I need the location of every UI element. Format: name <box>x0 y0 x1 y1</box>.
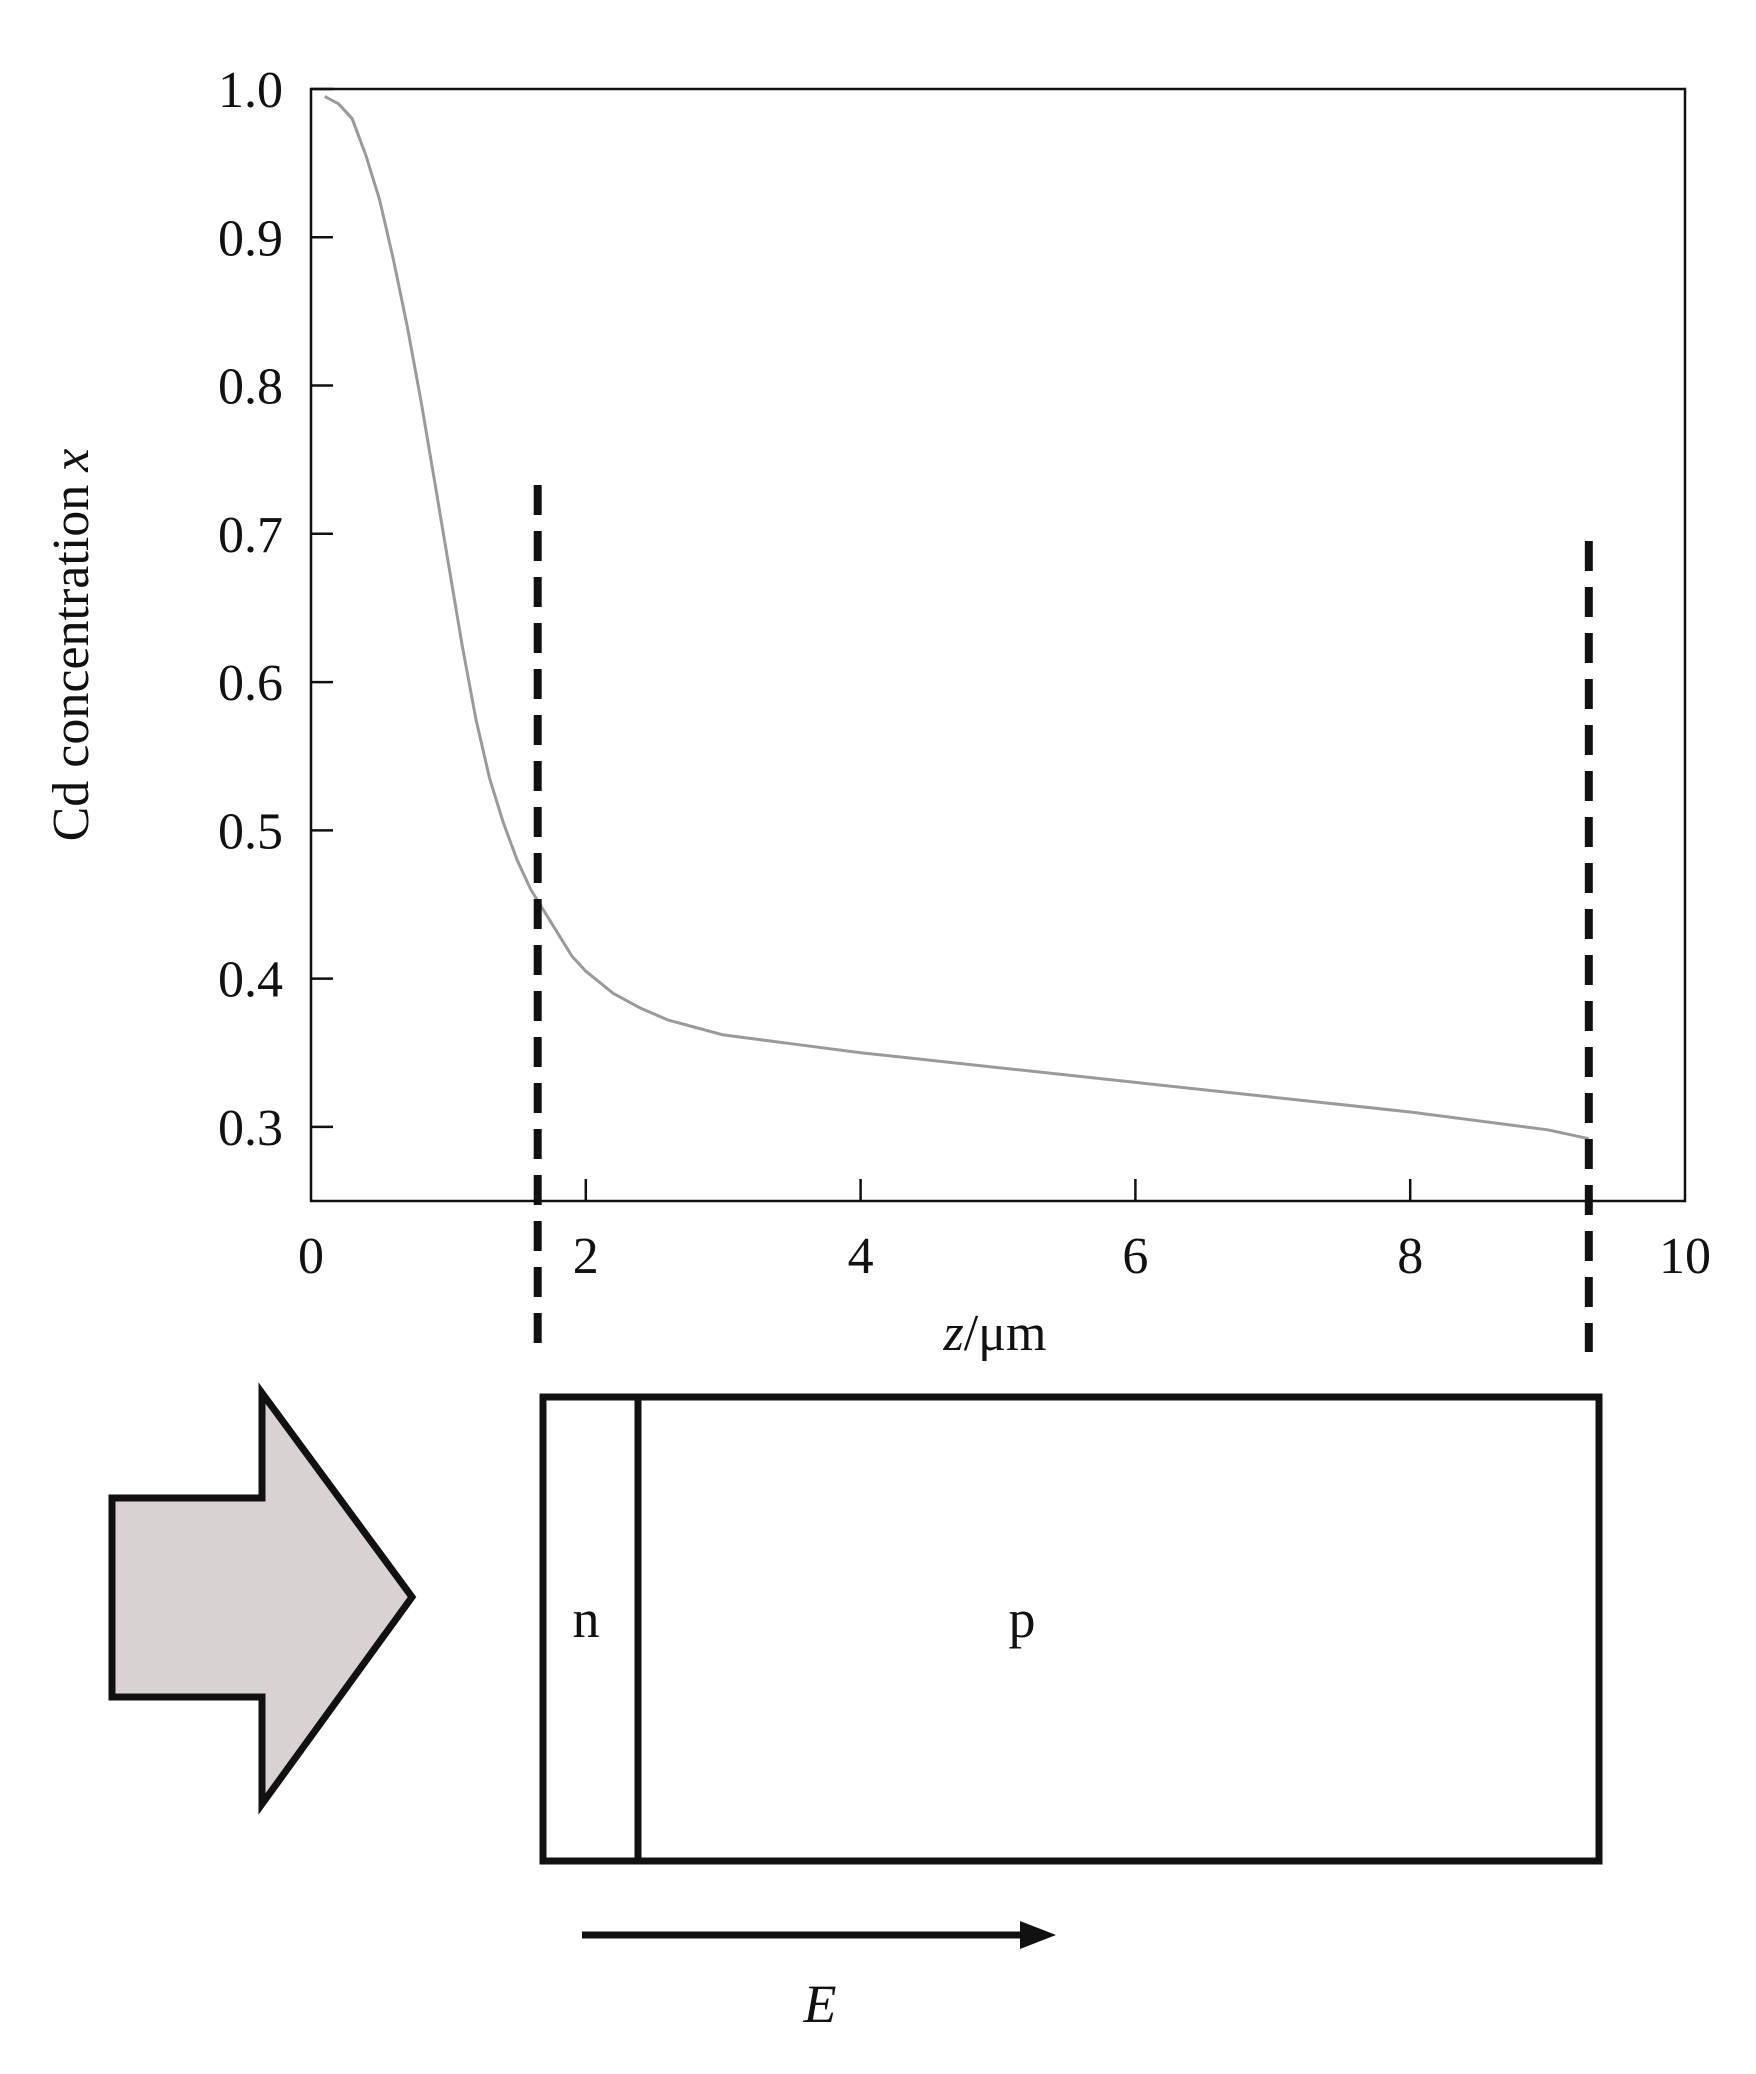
y-axis-title: Cd concentration x <box>43 449 100 842</box>
chart: 0 2 4 6 8 10 0.3 0.4 0.5 0.6 0.7 0.8 0.9 1.0 Cd conc… <box>43 62 1711 1362</box>
y-tick-label: 0.9 <box>218 210 283 267</box>
device-diagram: n p <box>539 1393 1603 1865</box>
plot-frame <box>309 87 1687 1203</box>
field-arrow <box>582 1921 1056 1949</box>
x-axis-ticks: 0 2 4 6 8 10 <box>298 1179 1711 1285</box>
field-label: E <box>803 1974 837 2034</box>
x-tick-label: 8 <box>1397 1228 1423 1285</box>
x-tick-label: 4 <box>848 1228 874 1285</box>
y-tick-label: 0.5 <box>218 803 283 860</box>
x-tick-label: 10 <box>1659 1228 1711 1285</box>
y-tick-label: 0.6 <box>218 655 283 712</box>
concentration-curve <box>323 95 1590 1141</box>
y-tick-label: 0.3 <box>218 1100 283 1157</box>
y-tick-label: 1.0 <box>218 62 283 119</box>
y-tick-label: 0.7 <box>218 507 283 564</box>
y-tick-label: 0.8 <box>218 359 283 416</box>
p-region-label: p <box>1009 1589 1036 1649</box>
x-tick-label: 0 <box>298 1228 324 1285</box>
n-region-label: n <box>573 1589 600 1649</box>
x-tick-label: 6 <box>1122 1228 1148 1285</box>
x-tick-label: 2 <box>573 1228 599 1285</box>
incident-light-arrow <box>108 1382 417 1815</box>
boundary-lines <box>533 485 1593 1352</box>
y-axis-ticks: 0.3 0.4 0.5 0.6 0.7 0.8 0.9 1.0 <box>218 62 333 1157</box>
device-box <box>539 1393 1603 1865</box>
x-axis-title: z/μm <box>942 1305 1046 1362</box>
y-tick-label: 0.4 <box>218 952 283 1009</box>
series-layer <box>323 95 1590 1141</box>
